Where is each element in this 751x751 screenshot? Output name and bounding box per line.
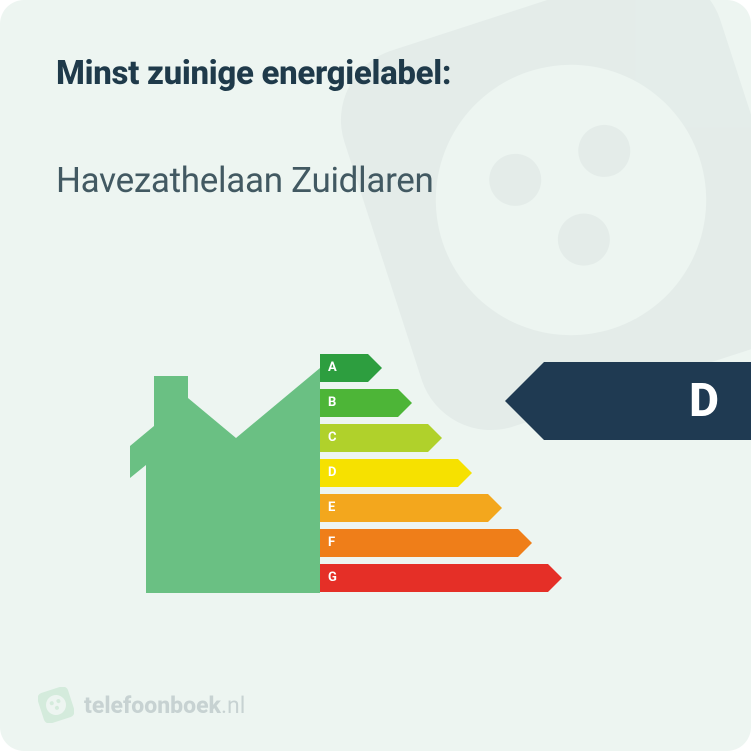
bar-label: A <box>328 360 337 375</box>
bar-shape: F <box>320 529 532 557</box>
location-name: Havezathelaan Zuidlaren <box>56 160 434 201</box>
bar-label: D <box>328 465 336 480</box>
energy-bar-g: G <box>320 560 562 595</box>
energy-bar-e: E <box>320 490 562 525</box>
bar-shape: A <box>320 354 382 382</box>
bar-label: C <box>328 430 337 445</box>
house-icon <box>130 368 320 593</box>
energy-bar-d: D <box>320 455 562 490</box>
bar-label: B <box>328 395 336 410</box>
brand-name-tld: .nl <box>221 692 245 719</box>
bar-shape: D <box>320 459 472 487</box>
brand-text: telefoonboek.nl <box>84 692 245 719</box>
bar-shape: G <box>320 564 562 592</box>
rating-letter: D <box>689 374 719 428</box>
page-title: Minst zuinige energielabel: <box>56 54 451 93</box>
rating-callout: D <box>505 362 751 440</box>
bar-shape: B <box>320 389 412 417</box>
brand-icon <box>38 687 74 723</box>
brand-name-bold: telefoonboek <box>84 692 221 719</box>
energy-label-card: Minst zuinige energielabel: Havezathelaa… <box>0 0 751 751</box>
energy-bar-f: F <box>320 525 562 560</box>
bar-label: E <box>328 500 335 515</box>
bar-shape: C <box>320 424 442 452</box>
footer-brand: telefoonboek.nl <box>38 687 245 723</box>
bar-label: G <box>328 570 337 585</box>
bar-shape: E <box>320 494 502 522</box>
bar-label: F <box>328 535 335 550</box>
